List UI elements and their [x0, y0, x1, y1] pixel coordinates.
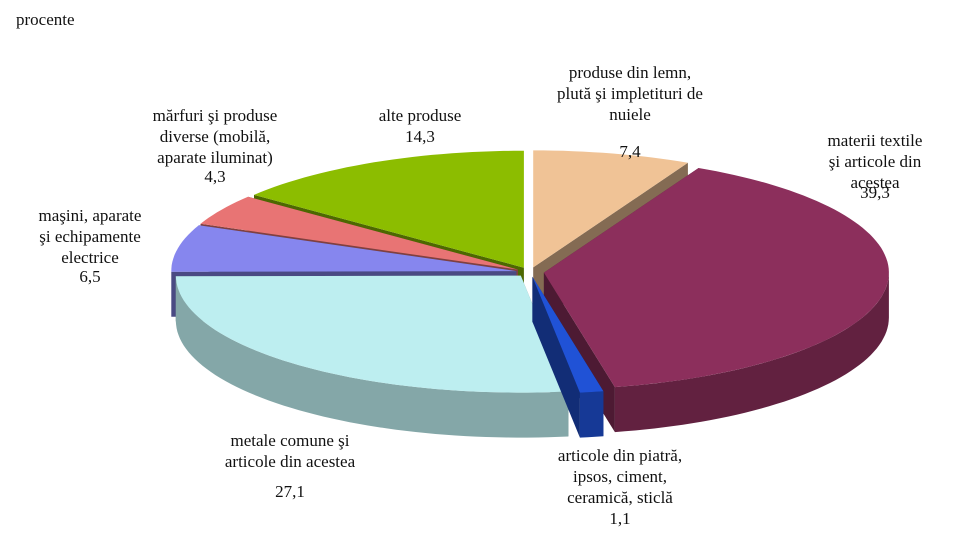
value-label: 27,1: [275, 482, 305, 501]
value-label: 4,3: [204, 167, 226, 186]
slice-label: produse din lemn, plută şi impletituri d…: [557, 63, 703, 124]
value-label: 14,3: [405, 127, 435, 146]
slice: [533, 150, 688, 268]
value-label: 1,1: [609, 509, 631, 528]
slice: [254, 150, 524, 268]
slice: [171, 225, 517, 272]
subtitle: procente: [16, 10, 75, 29]
slice-wall: [614, 272, 889, 433]
slice-wall: [579, 391, 604, 438]
slice-label: materii textile şi articole din acestea: [827, 131, 923, 192]
slice-label: articole din piatră, ipsos, ciment, cera…: [557, 446, 683, 507]
value-label: 39,3: [860, 183, 890, 202]
slice-label: alte produse: [378, 106, 462, 125]
slice-side: [532, 276, 580, 438]
slice-wall: [175, 276, 569, 438]
slice-label: mărfuri şi produse diverse (mobilă, apar…: [152, 106, 278, 167]
value-label: 7,4: [619, 142, 641, 161]
slice: [532, 276, 604, 393]
slice: [200, 196, 518, 270]
value-label: 6,5: [79, 267, 101, 286]
slice: [175, 275, 569, 393]
slice-label: maşini, aparate şi echipamente electrice: [38, 206, 142, 267]
slice-label: metale comune şi articole din acestea: [224, 431, 356, 471]
slice: [543, 168, 889, 388]
